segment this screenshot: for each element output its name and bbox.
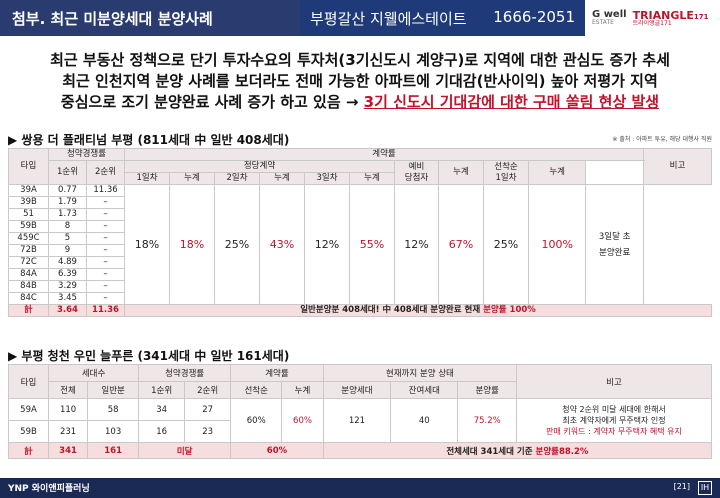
cell-r1: 6.39 [48,268,87,281]
triangle-logo: TRIANGLE171 트라이앵글171 [632,8,709,27]
rate-cum5: 100% [527,184,587,305]
cell-type: 51 [8,208,49,221]
note-cell: 청약 2순위 미달 세대에 한해서 최초 계약자에게 무주택자 인정 판매 키워… [516,398,712,443]
cell-type: 39A [8,184,49,197]
table-sum-row: 計 341 161 미달 60% 전체세대 341세대 기준 분양률88.2% [8,442,713,459]
cell-type: 84B [8,280,49,293]
cell-r2: 11.36 [86,184,125,197]
gwell-logo: G well ESTATE [592,9,627,26]
table-row: 39A 0.77 11.36 18% 18% 25% 43% 12% 55% 12% 67% 25% 1… [8,184,712,305]
cell-r1: 9 [48,244,87,257]
cell-r1: 1.79 [48,196,87,209]
cell-r2: – [86,280,125,293]
table-ssangyong: 타입 청약경쟁률 계약률 비고 1순위 2순위 정당계약 예비 당첨자 누계 선… [8,148,712,317]
table-row: 59B 231 103 16 23 [8,420,712,443]
headline-highlight: 3기 신도시 기대감에 대한 구매 쏠림 현상 발생 [363,93,660,111]
corner-mark-icon: IH [698,481,712,495]
project-banner: 부평갈산 지웰에스테이트 1666-2051 [300,0,585,36]
rate-cum1: 18% [169,184,215,305]
rate-cum4: 67% [438,184,484,305]
headline-line-3: 중심으로 조기 분양완료 사례 증가 하고 있음 → 3기 신도시 기대감에 대… [60,93,660,111]
cell-r1: 1.73 [48,208,87,221]
headline-line-1: 최근 부동산 정책으로 단기 투자수요의 투자처(3기신도시 계양구)로 지역에… [50,51,670,69]
top-bar: 첨부. 최근 미분양세대 분양사례 부평갈산 지웰에스테이트 1666-2051… [0,0,720,36]
cell-r2: – [86,208,125,221]
cell-type: 72C [8,256,49,269]
cell-r2: – [86,244,125,257]
cell-r1: 4.89 [48,256,87,269]
cell-type: 84C [8,292,49,305]
cell-r1: 0.77 [48,184,87,197]
footer: YNP 와이앤피플러닝 [21] IH [0,478,720,498]
table-row: 59A 110 58 34 27 60% 60% 121 40 75.2% 청약… [8,398,712,443]
source-note: ※ 출처 : 아파트 투유, 해당 대행사 직원 [612,136,712,143]
table-sum-row: 計 3.64 11.36 일반분양분 408세대! 中 408세대 분양완료 현… [8,304,712,317]
page-title: 첨부. 최근 미분양세대 분양사례 [0,0,300,36]
cell-r2: – [86,268,125,281]
cell-r1: 3.29 [48,280,87,293]
logo-group: G well ESTATE TRIANGLE171 트라이앵글171 [588,0,720,36]
headline-line-2: 최근 인천지역 분양 사례를 보더라도 전매 가능한 아파트에 기대감(반사이익… [62,72,658,90]
cell-r1: 5 [48,232,87,245]
rate-reserve: 12% [394,184,439,305]
table-woomin: 타입 세대수 청약경쟁률 계약률 현재까지 분양 상태 비고 전체 일반분 1순… [8,364,713,459]
cell-r2: – [86,256,125,269]
table-row: 459C 5– [8,232,712,245]
rate-first_come: 25% [483,184,529,305]
table-row: 84B 3.29– [8,280,712,293]
cell-type: 39B [8,196,49,209]
table-row: 39B 1.79– [8,196,712,209]
cell-r1: 3.45 [48,292,87,305]
rate-cum2: 43% [259,184,305,305]
table-row: 59B 8– [8,220,712,233]
phone-number: 1666-2051 [493,8,575,26]
cell-type: 459C [8,232,49,245]
project-name: 부평갈산 지웰에스테이트 [310,10,467,28]
cell-r2: – [86,232,125,245]
section-2-title: ▶ 부평 청천 우민 늘푸른 (341세대 中 일반 161세대) [8,349,290,363]
cell-r2: – [86,220,125,233]
footer-brand: YNP 와이앤피플러닝 [8,484,90,494]
rate-cum3: 55% [349,184,395,305]
rate-day3: 12% [304,184,350,305]
cell-r2: – [86,292,125,305]
section-1-title: ▶ 쌍용 더 플래티넘 부평 (811세대 中 일반 408세대) [8,133,290,147]
page-number: [21] [673,482,690,491]
rate-day2: 25% [214,184,260,305]
rate-day1: 18% [124,184,170,305]
cell-r1: 8 [48,220,87,233]
cell-r2: – [86,196,125,209]
cell-type: 72B [8,244,49,257]
cell-type: 59B [8,220,49,233]
cell-type: 84A [8,268,49,281]
table-row: 72C 4.89– [8,256,712,269]
note-cell: 3일달 초 분양완료 [585,184,644,305]
headline: 최근 부동산 정책으로 단기 투자수요의 투자처(3기신도시 계양구)로 지역에… [0,50,720,113]
